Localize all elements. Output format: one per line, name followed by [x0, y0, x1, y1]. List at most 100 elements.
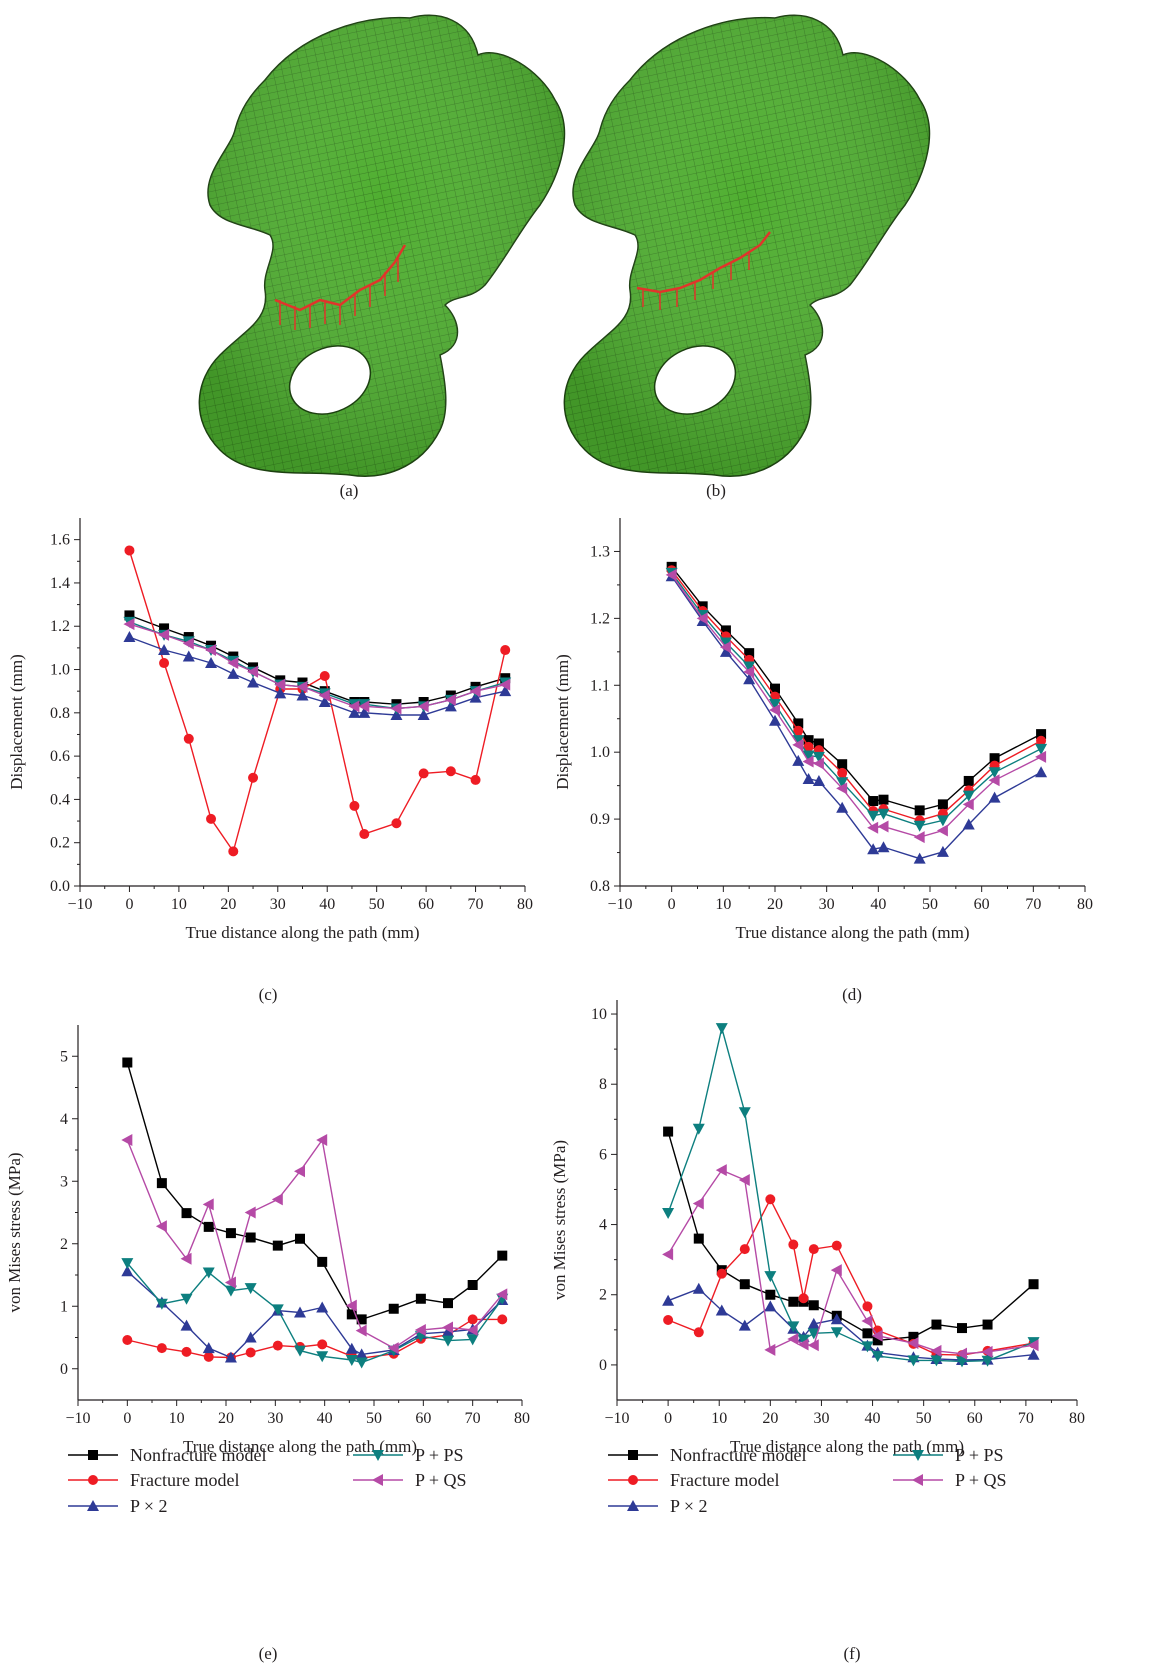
chart-f-point-fracture-model — [765, 1194, 776, 1205]
chart-d-point-p-qs — [836, 782, 848, 795]
chart-e-point-nonfracture-model — [356, 1314, 367, 1325]
chart-e-line-fracture-model — [127, 1318, 503, 1359]
chart-f-point-p-2 — [662, 1294, 675, 1306]
chart-d-point-nonfracture-model — [770, 683, 780, 694]
chart-e-point-p-ps — [180, 1293, 193, 1305]
chart-d-point-p-qs — [769, 704, 780, 717]
chart-c-displacement: −10 0 10 20 30 40 50 60 70 80 0.0 0.2 0.4 0.6 0.8 1.0 1.… — [7, 518, 533, 942]
chart-e-point-nonfracture-model — [122, 1057, 133, 1068]
chart-f-point-p-ps — [738, 1107, 751, 1119]
chart-d-line-p-qs — [671, 574, 1042, 838]
chart-c-point-p-2 — [417, 708, 430, 720]
chart-d-point-nonfracture-model — [744, 648, 755, 659]
legend-e-label-p-2: P × 2 — [130, 1496, 168, 1516]
chart-f-line-p-ps — [667, 1027, 1034, 1363]
chart-f-point-nonfracture-model — [957, 1323, 967, 1334]
chart-e-x-tick-label: 80 — [514, 1410, 530, 1427]
chart-f-point-nonfracture-model — [663, 1126, 674, 1137]
chart-f-point-nonfracture-model — [693, 1233, 704, 1244]
chart-e-point-p-ps — [121, 1258, 134, 1270]
chart-e-point-p-qs — [316, 1134, 328, 1146]
chart-d-line-p-2 — [671, 575, 1042, 860]
chart-d-displacement: −10 0 10 20 30 40 50 60 70 80 0.8 0.9 1.0 1.1 1.2 1.3 Tr… — [553, 518, 1093, 942]
chart-e-point-p-ps — [294, 1345, 306, 1357]
chart-e-point-p-ps — [244, 1283, 257, 1295]
chart-f-x-tick-label: 70 — [1018, 1410, 1034, 1427]
chart-c-point-p-2 — [247, 676, 260, 688]
chart-d-point-p-2 — [812, 774, 825, 786]
chart-d-y-axis-title: Displacement (mm) — [553, 654, 572, 790]
chart-c-point-fracture-model — [183, 733, 194, 744]
chart-d-x-tick-label: 60 — [974, 896, 990, 913]
chart-e-x-tick-label: 20 — [218, 1410, 234, 1427]
chart-d-point-p-qs — [792, 738, 804, 751]
chart-e-point-p-qs — [121, 1134, 133, 1146]
chart-c-point-p-qs — [417, 700, 429, 713]
chart-d-point-p-qs — [802, 755, 814, 768]
chart-c-line-p-2 — [129, 636, 506, 716]
chart-e-point-fracture-model — [181, 1346, 192, 1357]
chart-d-point-p-qs — [988, 774, 1000, 787]
chart-c-point-fracture-model — [391, 818, 402, 829]
chart-c-y-tick-label: 1.2 — [50, 618, 70, 635]
chart-d-point-p-2 — [877, 841, 890, 853]
legend-f-label-p-2: P × 2 — [670, 1496, 708, 1516]
chart-c-y-axis-title: Displacement (mm) — [7, 654, 26, 790]
chart-e-point-nonfracture-model — [272, 1240, 283, 1251]
chart-e-point-fracture-model — [272, 1340, 283, 1351]
chart-c-point-fracture-model — [159, 658, 170, 669]
legend-f-swatch-marker-p-ps — [912, 1450, 924, 1461]
chart-e-point-p-qs — [387, 1342, 399, 1355]
chart-e-y-axis-title: von Mises stress (MPa) — [5, 1152, 24, 1312]
chart-d-series-p-qs — [665, 568, 1047, 844]
chart-d-point-p-2 — [988, 791, 1001, 803]
chart-f-point-p-ps — [981, 1355, 994, 1367]
chart-c-point-p-qs — [348, 700, 360, 713]
chart-c-line-fracture-model — [128, 550, 506, 854]
chart-c-point-p-qs — [358, 700, 370, 713]
legend-e-swatch-marker-fracture-model — [88, 1475, 98, 1485]
chart-f-point-p-ps — [830, 1327, 843, 1339]
chart-f-point-fracture-model — [798, 1293, 809, 1304]
chart-c-x-tick-label: 80 — [517, 896, 533, 913]
chart-e-point-fracture-model — [317, 1339, 328, 1350]
chart-f-point-p-2 — [1027, 1348, 1040, 1360]
chart-f-point-p-ps — [807, 1328, 820, 1340]
chart-e-series-nonfracture-model — [122, 1057, 508, 1325]
chart-c-y-tick-label: 0.2 — [50, 835, 70, 852]
chart-c-x-tick-label: 50 — [369, 896, 385, 913]
hip-mesh-model-b — [563, 14, 931, 477]
chart-f-point-p-ps — [692, 1123, 705, 1135]
chart-f-point-p-qs — [715, 1164, 727, 1177]
chart-d-series-p-2 — [665, 570, 1048, 864]
chart-c-point-p-2 — [274, 687, 287, 699]
chart-d-y-tick-label: 0.9 — [590, 811, 610, 828]
chart-f-series-fracture-model — [663, 1194, 1039, 1361]
chart-c-point-fracture-model — [470, 774, 481, 785]
chart-f-y-tick-label: 0 — [599, 1357, 607, 1374]
chart-d-point-p-qs — [812, 757, 824, 770]
chart-d-point-p-qs — [877, 820, 889, 833]
chart-f-x-axis-title: True distance along the path (mm) — [730, 1437, 964, 1456]
chart-f-point-p-qs — [981, 1345, 993, 1358]
chart-e-y-tick-label: 4 — [60, 1111, 68, 1128]
chart-d-point-fracture-model — [1036, 735, 1047, 746]
legend-e-swatch-marker-nonfracture-model — [88, 1450, 98, 1460]
legend-f-label-nonfracture-model: Nonfracture model — [670, 1445, 806, 1465]
chart-f-point-p-qs — [807, 1339, 819, 1352]
chart-d-x-tick-label: −10 — [607, 896, 632, 913]
chart-d-line-fracture-model — [671, 569, 1042, 822]
chart-c-series-p-2 — [123, 631, 512, 720]
chart-d-point-p-qs — [936, 824, 948, 837]
chart-e-y-tick-label: 1 — [60, 1298, 68, 1315]
chart-f-series-p-ps — [662, 1023, 1040, 1368]
chart-e-point-p-qs — [155, 1220, 167, 1233]
chart-e-point-p-qs — [180, 1252, 192, 1265]
chart-c-x-tick-label: 20 — [220, 896, 236, 913]
chart-c-point-p-2 — [358, 706, 371, 718]
chart-d-line-nonfracture-model — [671, 566, 1042, 812]
chart-e-point-p-ps — [202, 1267, 215, 1279]
legend-f-swatch-marker-p-qs — [912, 1474, 923, 1486]
chart-d-point-p-2 — [719, 645, 732, 657]
chart-e-point-p-2 — [355, 1348, 368, 1360]
